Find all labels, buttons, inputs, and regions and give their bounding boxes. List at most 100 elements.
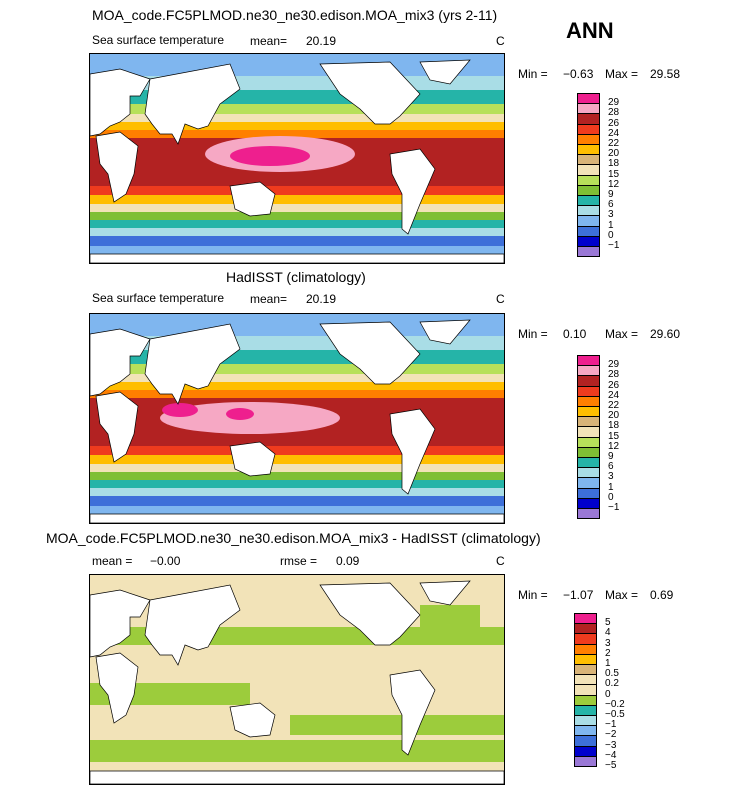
colorbar-label: 20 <box>608 410 620 422</box>
warm-pool-core <box>226 408 254 420</box>
ocean-band <box>90 228 504 236</box>
panel2-min-label: Min = <box>518 327 548 341</box>
colorbar-label: 3 <box>608 471 614 483</box>
colorbar-label: 18 <box>608 158 620 170</box>
panel3-map-svg <box>90 575 504 784</box>
ocean-band <box>90 130 504 138</box>
panel2-max-value: 29.60 <box>650 327 681 341</box>
colorbar-label: 24 <box>608 127 620 139</box>
colorbar-label: 3 <box>605 637 611 649</box>
colorbar-label: 22 <box>608 400 620 411</box>
colorbar-label: −1 <box>608 502 620 513</box>
ocean-band <box>90 472 504 480</box>
colorbar-label: 0 <box>605 688 611 700</box>
colorbar-label: 9 <box>608 189 614 200</box>
colorbar-label: 6 <box>608 461 614 473</box>
panel2-mean-value: 20.19 <box>306 292 337 306</box>
warm-pool-core <box>162 403 198 417</box>
diff-negative-band <box>290 715 504 735</box>
ocean-band <box>90 374 504 382</box>
warm-pool-core <box>230 146 310 166</box>
panel3-rmse-label: rmse = <box>280 554 318 568</box>
colorbar-swatch <box>577 246 600 258</box>
panel1-map-svg <box>90 54 504 263</box>
ocean-band <box>90 204 504 212</box>
panel1-map <box>89 53 505 264</box>
panel3-title: MOA_code.FC5PLMOD.ne30_ne30.edison.MOA_m… <box>46 530 541 546</box>
colorbar-label: 3 <box>608 209 614 221</box>
colorbar-label: 1 <box>608 481 614 493</box>
colorbar-label: 5 <box>605 617 611 629</box>
ocean-band <box>90 212 504 220</box>
ocean-band <box>90 122 504 130</box>
panel3-max-label: Max = <box>605 588 639 602</box>
colorbar-label: 9 <box>608 451 614 462</box>
ocean-band <box>90 455 504 464</box>
colorbar-label: 0.5 <box>605 668 619 680</box>
colorbar-label: −3 <box>605 739 617 751</box>
panel1-max-label: Max = <box>605 67 639 81</box>
colorbar-label: 0 <box>608 229 614 241</box>
colorbar-label: 24 <box>608 389 620 401</box>
colorbar-label: 2 <box>605 647 611 659</box>
panel2-map-svg <box>90 314 504 523</box>
colorbar-label: −0.2 <box>605 698 625 710</box>
colorbar-label: 1 <box>608 219 614 231</box>
panel3-map <box>89 574 505 785</box>
continents <box>90 319 504 523</box>
colorbar-label: 6 <box>608 199 614 211</box>
panel3-min-value: −1.07 <box>563 588 594 602</box>
ocean-band <box>90 236 504 246</box>
ocean-band <box>90 488 504 496</box>
colorbar-label: 28 <box>608 107 620 119</box>
panel2-units: C <box>496 292 505 306</box>
colorbar-label: 1 <box>605 658 611 669</box>
panel2-variable: Sea surface temperature <box>92 291 225 305</box>
panel2-mean-label: mean= <box>250 292 288 306</box>
panel1-variable: Sea surface temperature <box>92 33 225 47</box>
colorbar-label: 28 <box>608 369 620 381</box>
panel1-mean-value: 20.19 <box>306 34 337 48</box>
panel3-rmse-value: 0.09 <box>336 554 360 568</box>
colorbar-label: −1 <box>608 240 620 251</box>
season-label: ANN <box>566 18 614 43</box>
panel1-min-value: −0.63 <box>563 67 594 81</box>
ocean-band <box>90 464 504 472</box>
panel2-title: HadISST (climatology) <box>226 269 366 285</box>
colorbar-label: −0.5 <box>605 709 625 720</box>
panel1-min-label: Min = <box>518 67 548 81</box>
continents <box>90 59 504 263</box>
colorbar-label: 4 <box>605 627 611 639</box>
panel3-max-value: 0.69 <box>650 588 674 602</box>
colorbar-label: 29 <box>608 359 620 371</box>
colorbar-label: 0.2 <box>605 678 619 690</box>
ocean-band <box>90 390 504 398</box>
colorbar-label: −2 <box>605 729 617 741</box>
colorbar-label: −1 <box>605 719 617 731</box>
ocean-band <box>90 220 504 228</box>
colorbar-label: 0 <box>608 491 614 503</box>
panel3-min-label: Min = <box>518 588 548 602</box>
ocean-band <box>90 480 504 488</box>
panel1-mean-label: mean= <box>250 34 288 48</box>
colorbar-label: 22 <box>608 138 620 149</box>
diff-negative-patch <box>420 605 480 645</box>
panel1-units: C <box>496 34 505 48</box>
panel3-mean-label: mean = <box>92 554 133 568</box>
colorbar-label: 18 <box>608 420 620 432</box>
ocean-band <box>90 104 504 114</box>
ocean-band <box>90 364 504 374</box>
colorbar-label: 12 <box>608 178 620 190</box>
ocean-band <box>90 114 504 122</box>
colorbar-swatch <box>577 508 600 520</box>
continents <box>90 580 504 784</box>
colorbar-label: 15 <box>608 168 620 180</box>
panel3-units: C <box>496 554 505 568</box>
diff-negative-band <box>90 740 504 762</box>
ocean-band <box>90 446 504 455</box>
ocean-band <box>90 496 504 506</box>
panel3-mean-value: −0.00 <box>150 554 181 568</box>
panel2-min-value: 0.10 <box>563 327 587 341</box>
colorbar-label: 20 <box>608 148 620 160</box>
colorbar-label: 26 <box>608 117 620 129</box>
